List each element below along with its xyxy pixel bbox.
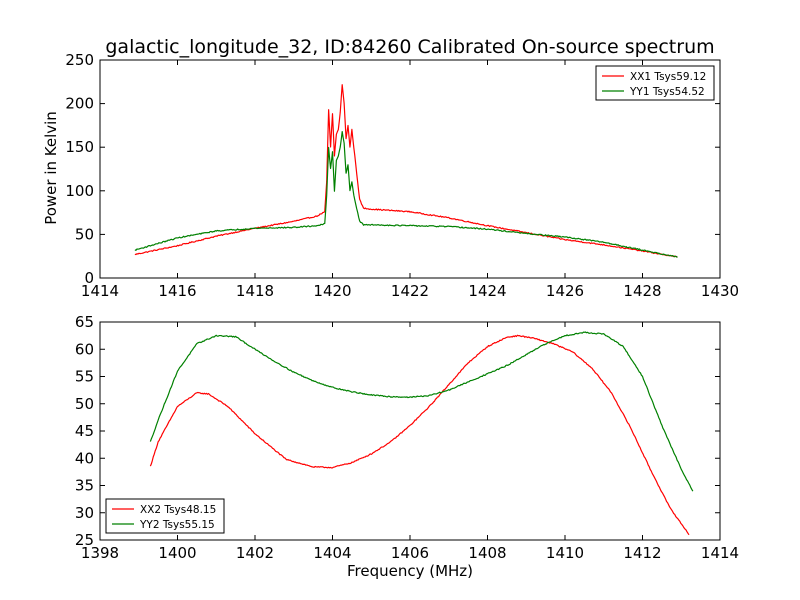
top-ytick-label: 150	[65, 138, 94, 156]
top-legend-label-2: YY1 Tsys54.52	[629, 86, 705, 98]
top-xtick-label: 1430	[701, 282, 739, 300]
bottom-ytick-label: 65	[75, 313, 94, 331]
top-chart-legend: XX1 Tsys59.12 YY1 Tsys54.52	[595, 65, 715, 101]
bottom-ytick-label: 30	[75, 504, 94, 522]
bottom-legend-label-2: YY2 Tsys55.15	[139, 519, 215, 531]
bottom-ytick-label: 45	[75, 422, 94, 440]
bottom-ytick-label: 40	[75, 449, 94, 467]
bottom-xtick-label: 1408	[468, 544, 506, 562]
bottom-ytick-label: 60	[75, 340, 94, 358]
bottom-xtick-label: 1406	[391, 544, 429, 562]
bottom-ytick-label: 35	[75, 477, 94, 495]
top-chart: galactic_longitude_32, ID:84260 Calibrat…	[42, 36, 739, 300]
bottom-xtick-label: 1398	[81, 544, 119, 562]
top-ytick-label: 250	[65, 51, 94, 69]
top-xtick-label: 1418	[236, 282, 274, 300]
top-xtick-label: 1428	[623, 282, 661, 300]
bottom-chart-series-group	[149, 331, 694, 536]
top-xtick-label: 1426	[546, 282, 584, 300]
top-chart-series-group	[134, 84, 678, 258]
top-xtick-label: 1420	[313, 282, 351, 300]
top-chart-title: galactic_longitude_32, ID:84260 Calibrat…	[105, 36, 714, 58]
bottom-series-1-line	[149, 334, 690, 536]
top-chart-axes: 1414 1416 1418 1420 1422 1424 1426 1428 1430 0 50 1…	[65, 51, 739, 300]
bottom-xtick-label: 1400	[158, 544, 196, 562]
top-ytick-label: 200	[65, 95, 94, 113]
top-xtick-label: 1414	[81, 282, 119, 300]
bottom-xtick-label: 1414	[701, 544, 739, 562]
top-legend-box	[595, 65, 715, 101]
top-chart-ylabel: Power in Kelvin	[42, 111, 60, 225]
top-series-1-line	[134, 84, 678, 258]
bottom-legend-box	[105, 498, 225, 534]
bottom-ytick-label: 50	[75, 395, 94, 413]
top-xtick-label: 1422	[391, 282, 429, 300]
bottom-xtick-label: 1404	[313, 544, 351, 562]
bottom-ytick-label: 55	[75, 368, 94, 386]
bottom-chart-legend: XX2 Tsys48.15 YY2 Tsys55.15	[105, 498, 225, 534]
bottom-series-2-line	[149, 331, 694, 492]
top-series-2-line	[134, 131, 678, 258]
bottom-chart-xlabel: Frequency (MHz)	[347, 562, 473, 580]
bottom-chart: Frequency (MHz) 1398 1400 1402 1404 1406 1408…	[75, 313, 739, 580]
bottom-xtick-label: 1412	[623, 544, 661, 562]
top-legend-label-1: XX1 Tsys59.12	[630, 71, 706, 83]
bottom-legend-label-1: XX2 Tsys48.15	[140, 504, 216, 516]
top-xtick-label: 1416	[158, 282, 196, 300]
bottom-ytick-label: 25	[75, 531, 94, 549]
top-ytick-label: 50	[75, 225, 94, 243]
bottom-xtick-label: 1410	[546, 544, 584, 562]
top-xtick-label: 1424	[468, 282, 506, 300]
top-ytick-label: 100	[65, 182, 94, 200]
bottom-xtick-label: 1402	[236, 544, 274, 562]
top-ytick-label: 0	[84, 269, 94, 287]
bottom-chart-axes: 1398 1400 1402 1404 1406 1408 1410 1412 1414 25 30…	[75, 313, 739, 562]
